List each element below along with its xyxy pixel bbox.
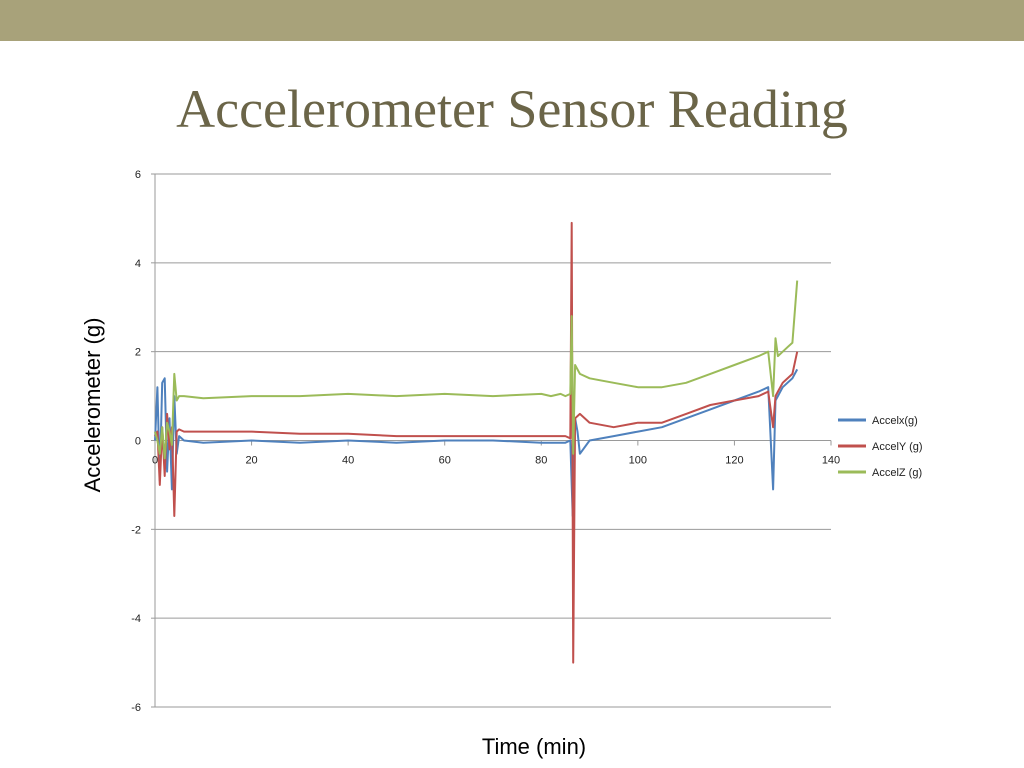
- top-accent-bar: [0, 0, 1024, 41]
- slide-title: Accelerometer Sensor Reading: [176, 79, 848, 139]
- series-line-2: [154, 221, 799, 664]
- x-tick-label: 100: [629, 455, 647, 467]
- series-lines: [154, 221, 799, 664]
- y-axis-title: Accelerometer (g): [80, 318, 105, 493]
- y-tick-label: -2: [131, 524, 141, 536]
- legend: Accelx(g) AccelY (g) AccelZ (g): [838, 415, 923, 479]
- series-line-1: [154, 368, 799, 517]
- x-axis-title: Time (min): [482, 734, 586, 759]
- y-tick-label: 6: [135, 169, 141, 181]
- y-tick-label: 2: [135, 347, 141, 359]
- series-line-3: [154, 280, 799, 460]
- y-tick-label: -6: [131, 702, 141, 714]
- grid-lines: [155, 173, 831, 708]
- x-tick-label: 80: [535, 455, 547, 467]
- legend-label: AccelZ (g): [872, 467, 922, 479]
- y-tick-label: -4: [131, 613, 141, 625]
- y-tick-label: 4: [135, 258, 141, 270]
- x-tick-label: 0: [152, 455, 158, 467]
- legend-label: AccelY (g): [872, 441, 923, 453]
- legend-label: Accelx(g): [872, 415, 918, 427]
- x-tick-label: 60: [439, 455, 451, 467]
- x-tick-label: 120: [725, 455, 743, 467]
- x-tick-label: 40: [342, 455, 354, 467]
- y-tick-label: 0: [135, 436, 141, 448]
- x-tick-label: 20: [245, 455, 257, 467]
- x-tick-label: 140: [822, 455, 840, 467]
